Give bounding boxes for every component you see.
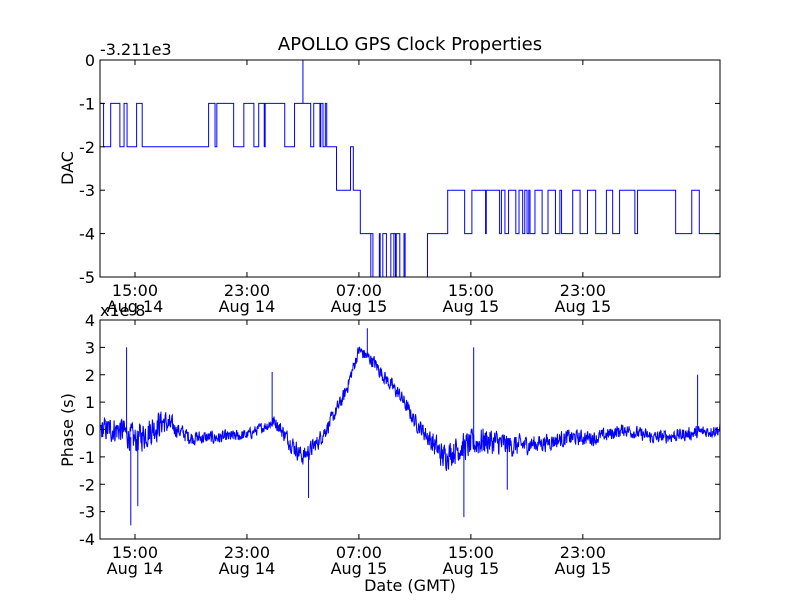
- 0-y-tick-label: -4: [79, 225, 95, 244]
- 0-x-tick-time: 07:00: [336, 281, 382, 300]
- 1-x-tick-date: Aug 15: [555, 559, 612, 578]
- 0-x-tick-time: 23:00: [224, 281, 270, 300]
- dac-offset-label: -3.211e3: [100, 40, 172, 59]
- dac-y-label: DAC: [58, 151, 77, 185]
- dac-plot-area: [100, 60, 720, 277]
- 0-x-tick-date: Aug 14: [107, 297, 164, 316]
- 0-y-tick-label: 0: [85, 51, 95, 70]
- 0-y-tick-label: -5: [79, 268, 95, 287]
- 0-y-tick-label: -2: [79, 138, 95, 157]
- figure-title: APOLLO GPS Clock Properties: [278, 34, 542, 55]
- 1-y-tick-label: -2: [79, 475, 95, 494]
- 1-x-tick-time: 15:00: [112, 543, 158, 562]
- 1-x-tick-date: Aug 15: [443, 559, 500, 578]
- 1-y-tick-label: 2: [85, 366, 95, 385]
- 1-x-tick-date: Aug 14: [107, 559, 164, 578]
- 1-x-tick-time: 07:00: [336, 543, 382, 562]
- 0-x-tick-date: Aug 15: [331, 297, 388, 316]
- phase-y-axis: 4 3 2 1 0 -1 -2 -3 -4: [79, 311, 720, 549]
- 1-x-tick-time: 23:00: [560, 543, 606, 562]
- phase-axes-frame: [99, 319, 721, 540]
- 0-x-tick-time: 15:00: [448, 281, 494, 300]
- phase-y-label: Phase (s): [58, 393, 77, 467]
- dac-series-line: [100, 102, 720, 277]
- 0-x-tick-date: Aug 15: [443, 297, 500, 316]
- 1-x-tick-time: 15:00: [448, 543, 494, 562]
- dac-data: [100, 60, 720, 277]
- 0-x-tick-date: Aug 14: [219, 297, 276, 316]
- 1-y-tick-label: -4: [79, 530, 95, 549]
- phase-x-label: Date (GMT): [364, 576, 456, 595]
- 1-y-tick-label: -1: [79, 448, 95, 467]
- dac-axes-frame: [99, 59, 721, 278]
- phase-offset-label: x1e-8: [100, 301, 145, 320]
- phase-data: [100, 328, 720, 526]
- 1-y-tick-label: -3: [79, 503, 95, 522]
- 1-y-tick-label: 1: [85, 393, 95, 412]
- 1-x-tick-date: Aug 15: [331, 559, 388, 578]
- 1-x-tick-date: Aug 14: [219, 559, 276, 578]
- 1-x-tick-time: 23:00: [224, 543, 270, 562]
- 0-x-tick-date: Aug 15: [555, 297, 612, 316]
- 0-x-tick-time: 23:00: [560, 281, 606, 300]
- 1-y-tick-label: 4: [85, 311, 95, 330]
- 0-x-tick-time: 15:00: [112, 281, 158, 300]
- phase-series-line: [100, 346, 720, 472]
- 1-y-tick-label: 3: [85, 338, 95, 357]
- dac-y-axis: 0 -1 -2 -3 -4 -5: [79, 51, 720, 287]
- 1-y-tick-label: 0: [85, 421, 95, 440]
- 0-y-tick-label: -3: [79, 181, 95, 200]
- 0-y-tick-label: -1: [79, 94, 95, 113]
